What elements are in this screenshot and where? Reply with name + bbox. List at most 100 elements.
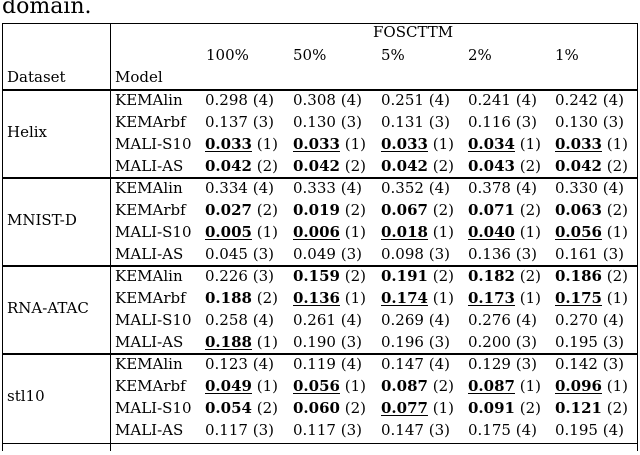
rank-label: (4) [428,355,450,373]
score-value: 0.226 [205,267,248,285]
score-value: 0.130 [293,113,336,131]
model-name: MALI-S10 [115,135,192,153]
percent-header: 100% [206,46,249,64]
rank-label: (2) [432,157,455,175]
group-rule [3,353,637,355]
model-name: KEMArbf [115,377,186,395]
score-value: 0.175 [468,421,511,439]
model-name: MALI-S10 [115,311,192,329]
score-cell: 0.117 (3) [205,421,274,439]
model-name: KEMAlin [115,355,183,373]
score-value: 0.117 [293,421,336,439]
score-value: 0.270 [555,311,598,329]
rank-label: (3) [428,245,450,263]
score-cell: 0.261 (4) [293,311,362,329]
score-value: 0.136 [468,245,511,263]
score-cell: 0.188 (1) [205,333,278,351]
percent-header: 1% [555,46,579,64]
score-value: 0.173 [468,289,515,307]
score-cell: 0.276 (4) [468,311,537,329]
score-value: 0.276 [468,311,511,329]
score-value: 0.352 [381,179,424,197]
score-cell: 0.159 (2) [293,267,366,285]
score-value: 0.056 [293,377,340,395]
group-rule [3,265,637,267]
rank-label: (4) [340,179,362,197]
score-value: 0.330 [555,179,598,197]
model-name: MALI-AS [115,421,184,439]
score-value: 0.033 [205,135,252,153]
rank-label: (3) [515,113,537,131]
score-cell: 0.190 (3) [293,333,362,351]
score-value: 0.159 [293,267,340,285]
score-value: 0.060 [293,399,340,417]
rank-label: (1) [344,377,367,395]
dataset-column-rule [110,23,111,451]
score-value: 0.196 [381,333,424,351]
score-value: 0.042 [381,157,428,175]
score-value: 0.087 [468,377,515,395]
rank-label: (3) [602,355,624,373]
score-value: 0.308 [293,91,336,109]
rank-label: (3) [428,421,450,439]
score-value: 0.333 [293,179,336,197]
rank-label: (4) [252,179,274,197]
score-value: 0.130 [555,113,598,131]
score-cell: 0.033 (1) [381,135,454,153]
rank-label: (1) [519,289,542,307]
dataset-name: RNA-ATAC [7,299,89,317]
score-value: 0.005 [205,223,252,241]
score-cell: 0.042 (2) [205,157,278,175]
score-cell: 0.333 (4) [293,179,362,197]
score-value: 0.161 [555,245,598,263]
score-cell: 0.121 (2) [555,399,628,417]
model-name: KEMAlin [115,267,183,285]
rank-label: (2) [519,267,542,285]
rank-label: (4) [602,179,624,197]
score-cell: 0.087 (1) [468,377,541,395]
percent-header: 5% [381,46,405,64]
score-cell: 0.173 (1) [468,289,541,307]
score-value: 0.175 [555,289,602,307]
score-value: 0.045 [205,245,248,263]
score-value: 0.334 [205,179,248,197]
score-value: 0.191 [381,267,428,285]
score-cell: 0.175 (4) [468,421,537,439]
score-cell: 0.045 (3) [205,245,274,263]
rank-label: (2) [256,201,279,219]
score-value: 0.006 [293,223,340,241]
score-value: 0.136 [293,289,340,307]
score-cell: 0.147 (4) [381,355,450,373]
score-cell: 0.060 (2) [293,399,366,417]
score-value: 0.190 [293,333,336,351]
score-value: 0.131 [381,113,424,131]
score-cell: 0.147 (3) [381,421,450,439]
score-cell: 0.077 (1) [381,399,454,417]
score-value: 0.147 [381,355,424,373]
score-cell: 0.241 (4) [468,91,537,109]
score-cell: 0.352 (4) [381,179,450,197]
score-value: 0.091 [468,399,515,417]
model-name: MALI-AS [115,157,184,175]
rank-label: (3) [340,421,362,439]
rank-label: (2) [606,201,629,219]
score-value: 0.195 [555,421,598,439]
score-value: 0.067 [381,201,428,219]
rank-label: (2) [256,289,279,307]
score-value: 0.269 [381,311,424,329]
rank-label: (3) [602,333,624,351]
rank-label: (1) [256,223,279,241]
score-cell: 0.098 (3) [381,245,450,263]
score-cell: 0.191 (2) [381,267,454,285]
score-cell: 0.019 (2) [293,201,366,219]
model-name: KEMArbf [115,113,186,131]
score-value: 0.298 [205,91,248,109]
score-cell: 0.119 (4) [293,355,362,373]
score-cell: 0.096 (1) [555,377,628,395]
score-value: 0.034 [468,135,515,153]
score-value: 0.087 [381,377,428,395]
score-cell: 0.330 (4) [555,179,624,197]
score-cell: 0.142 (3) [555,355,624,373]
rank-label: (1) [519,223,542,241]
score-cell: 0.049 (3) [293,245,362,263]
